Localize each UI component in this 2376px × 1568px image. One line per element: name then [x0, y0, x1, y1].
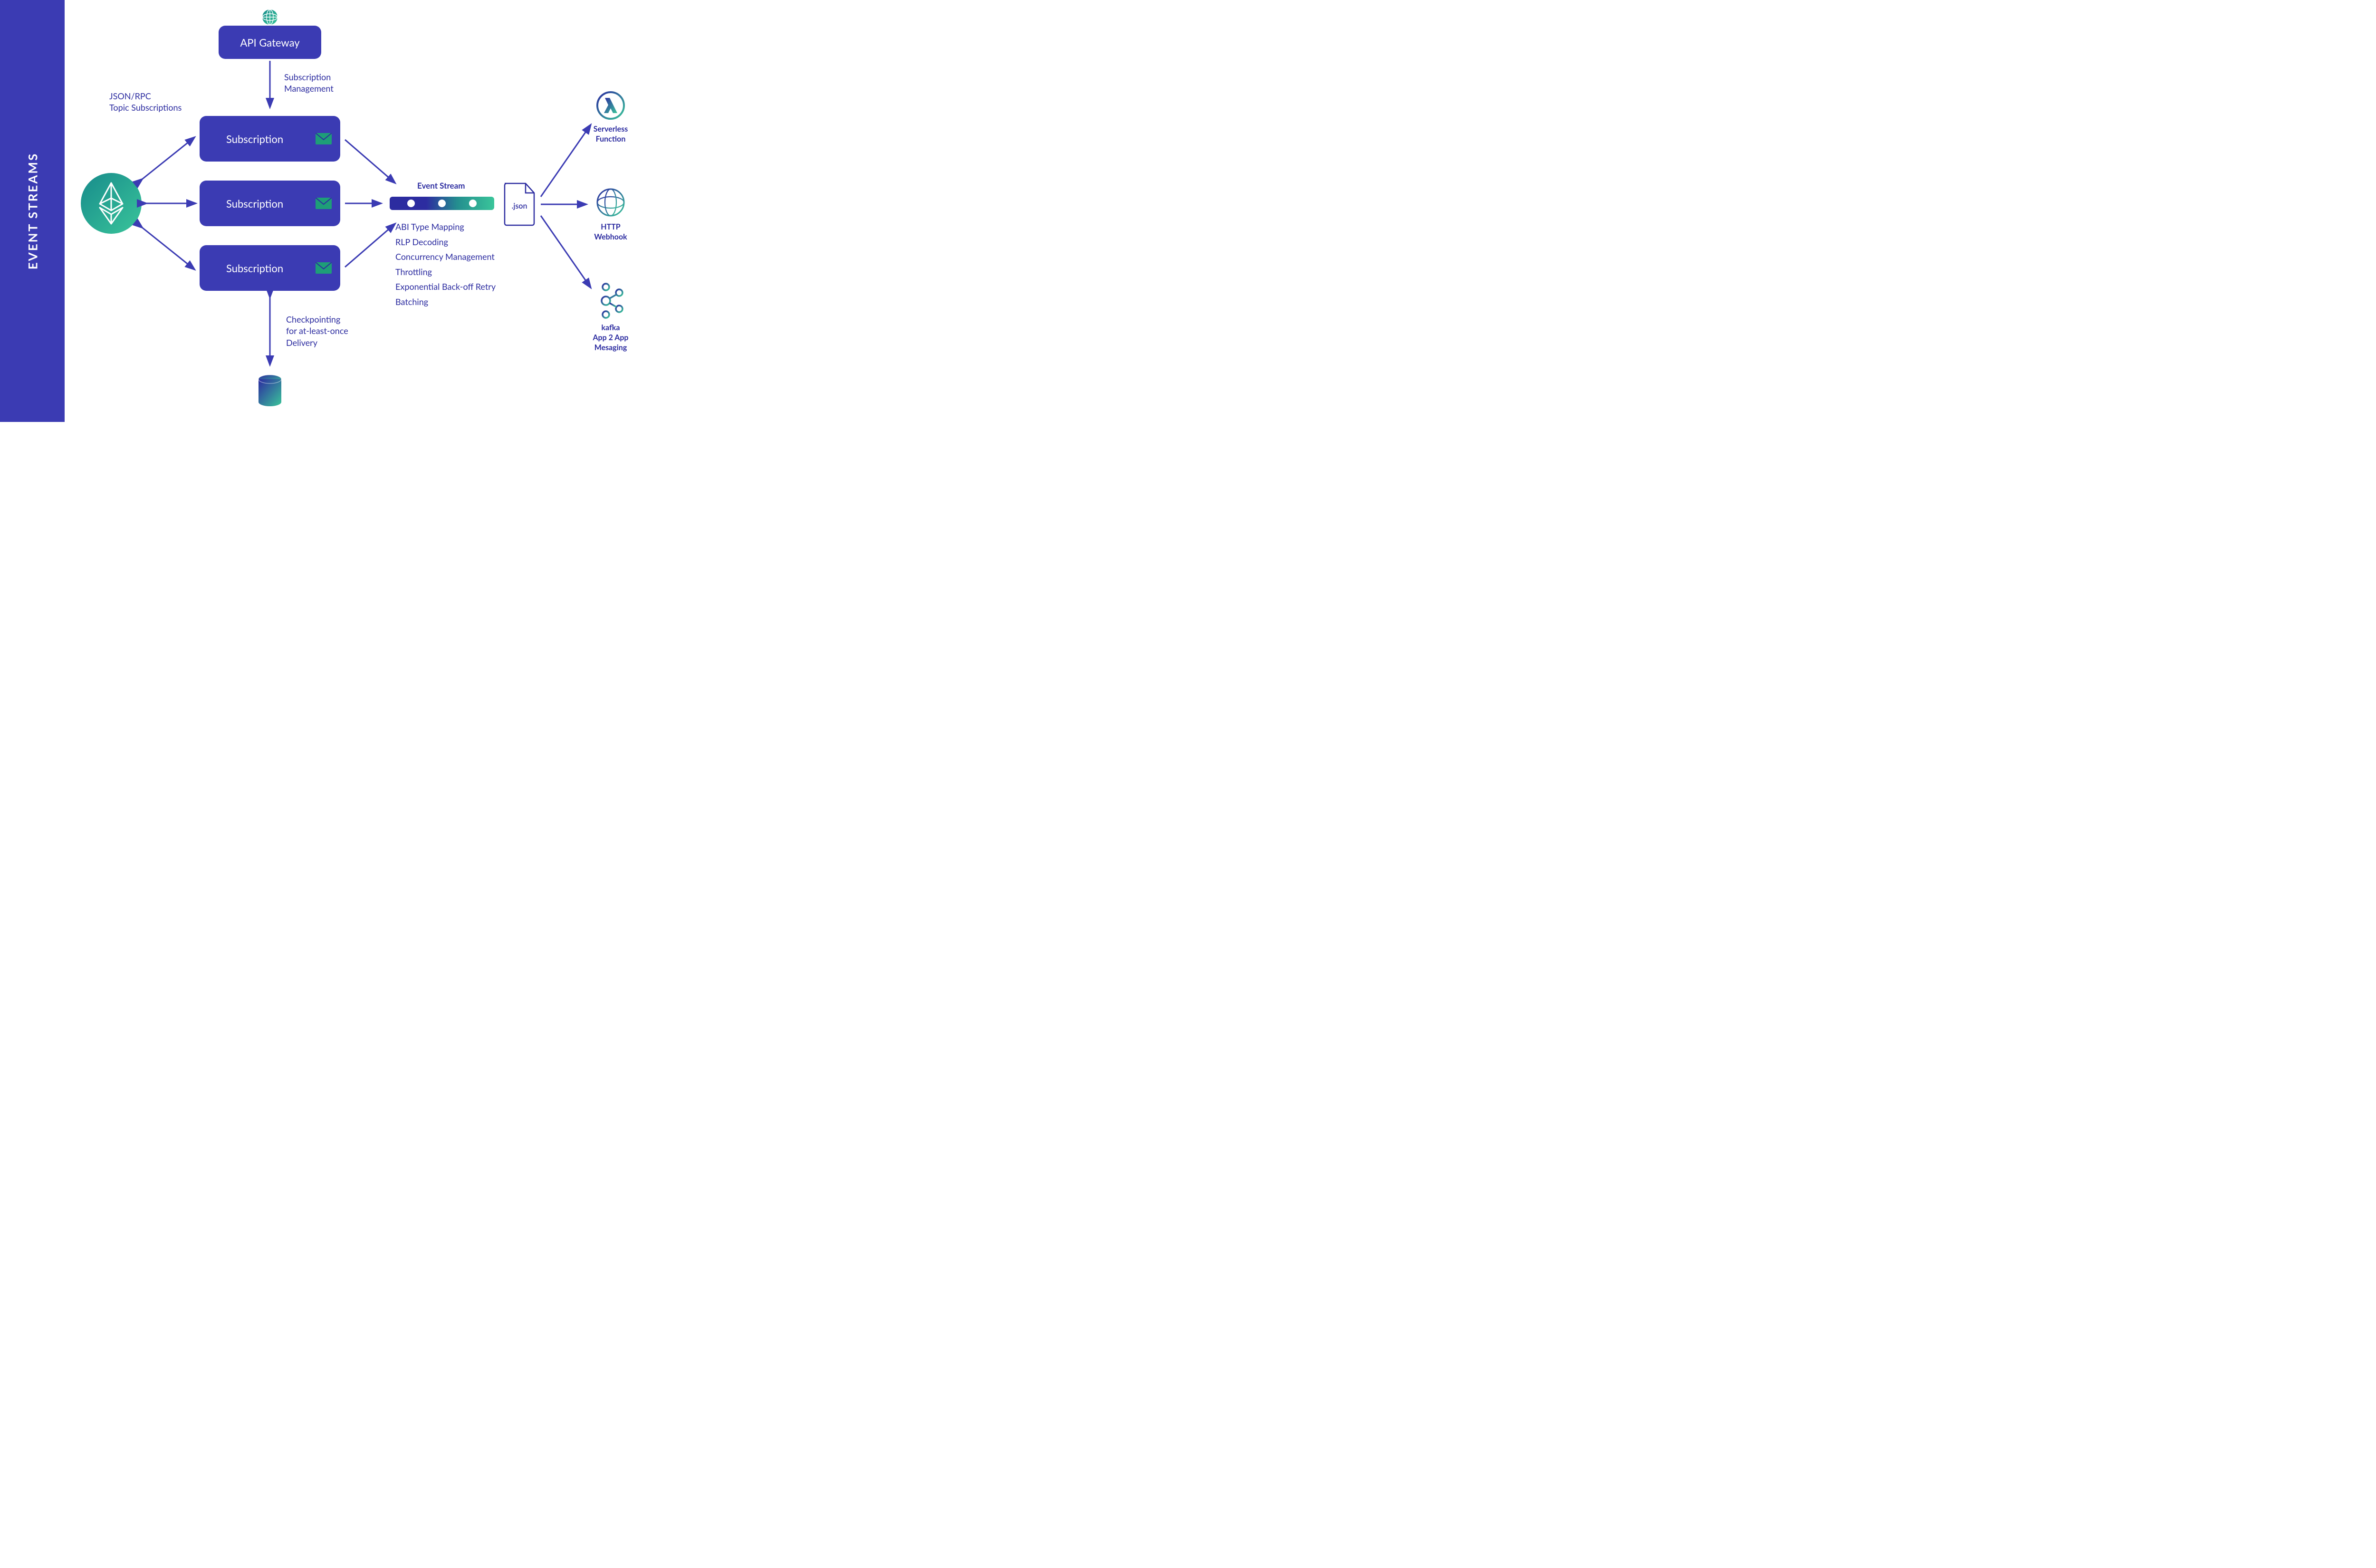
- arrow-checkpoint: [265, 294, 275, 369]
- sidebar: EVENT STREAMS: [0, 0, 65, 422]
- subscription-node-1: Subscription: [200, 116, 340, 162]
- checkpoint-line-1: Checkpointing: [286, 314, 340, 325]
- arrow-sub3-stream: [342, 220, 399, 272]
- api-gateway-label: API Gateway: [240, 36, 299, 49]
- endpoint-http: HTTP Webhook: [584, 186, 637, 242]
- feature-item: Batching: [395, 295, 496, 310]
- event-stream-title: Event Stream: [417, 181, 465, 191]
- stream-dot: [469, 200, 477, 207]
- arrow-eth-sub2: [143, 199, 200, 208]
- ethereum-node: [81, 173, 142, 234]
- subscription-3-label: Subscription: [226, 262, 283, 275]
- endpoint-serverless: Serverless Function: [584, 90, 637, 144]
- lambda-icon: [595, 90, 626, 121]
- envelope-icon: [316, 133, 332, 144]
- event-stream-bar: [390, 197, 494, 210]
- feature-list: ABI Type Mapping RLP Decoding Concurrenc…: [395, 220, 496, 309]
- subscription-node-3: Subscription: [200, 245, 340, 291]
- arrow-sub1-stream: [342, 135, 399, 187]
- feature-item: Throttling: [395, 265, 496, 280]
- envelope-icon: [316, 262, 332, 274]
- sidebar-title: EVENT STREAMS: [25, 153, 40, 270]
- serverless-line-2: Function: [596, 134, 626, 143]
- label-subscription-management: Subscription Management: [284, 71, 334, 95]
- label-checkpointing: Checkpointing for at-least-once Delivery: [286, 314, 348, 348]
- arrow-sub2-stream: [342, 199, 385, 208]
- json-file-node: .json: [502, 182, 537, 226]
- jsonrpc-line-2: Topic Subscriptions: [109, 102, 182, 113]
- label-jsonrpc: JSON/RPC Topic Subscriptions: [109, 90, 182, 114]
- globe-icon: [260, 8, 279, 27]
- database-node: [258, 374, 282, 408]
- subscription-2-label: Subscription: [226, 197, 283, 210]
- endpoint-kafka: kafka App 2 App Mesaging: [584, 282, 637, 353]
- checkpoint-line-2: for at-least-once: [286, 325, 348, 336]
- json-file-label: .json: [502, 201, 537, 210]
- sub-mgmt-line-2: Management: [284, 83, 334, 94]
- feature-item: Exponential Back-off Retry: [395, 279, 496, 295]
- arrow-eth-sub3: [138, 222, 200, 275]
- subscription-1-label: Subscription: [226, 133, 283, 145]
- stream-dot: [438, 200, 446, 207]
- http-line-1: HTTP: [601, 222, 620, 231]
- kafka-line-1: kafka: [601, 323, 620, 332]
- kafka-line-3: Mesaging: [594, 343, 627, 352]
- jsonrpc-line-1: JSON/RPC: [109, 91, 151, 101]
- feature-item: ABI Type Mapping: [395, 220, 496, 235]
- arrow-eth-sub1: [138, 132, 200, 184]
- arrow-json-http: [538, 200, 590, 209]
- serverless-line-1: Serverless: [594, 124, 628, 134]
- checkpoint-line-3: Delivery: [286, 337, 317, 348]
- arrow-gateway-down: [265, 61, 275, 112]
- kafka-icon: [596, 282, 625, 319]
- globe-outline-icon: [594, 186, 627, 219]
- feature-item: RLP Decoding: [395, 235, 496, 250]
- stream-dot: [407, 200, 415, 207]
- subscription-node-2: Subscription: [200, 181, 340, 226]
- sub-mgmt-line-1: Subscription: [284, 72, 331, 82]
- ethereum-icon: [98, 182, 125, 225]
- api-gateway-node: API Gateway: [219, 26, 321, 59]
- feature-item: Concurrency Management: [395, 249, 496, 265]
- kafka-line-2: App 2 App: [593, 333, 628, 342]
- http-line-2: Webhook: [594, 232, 627, 241]
- envelope-icon: [316, 198, 332, 209]
